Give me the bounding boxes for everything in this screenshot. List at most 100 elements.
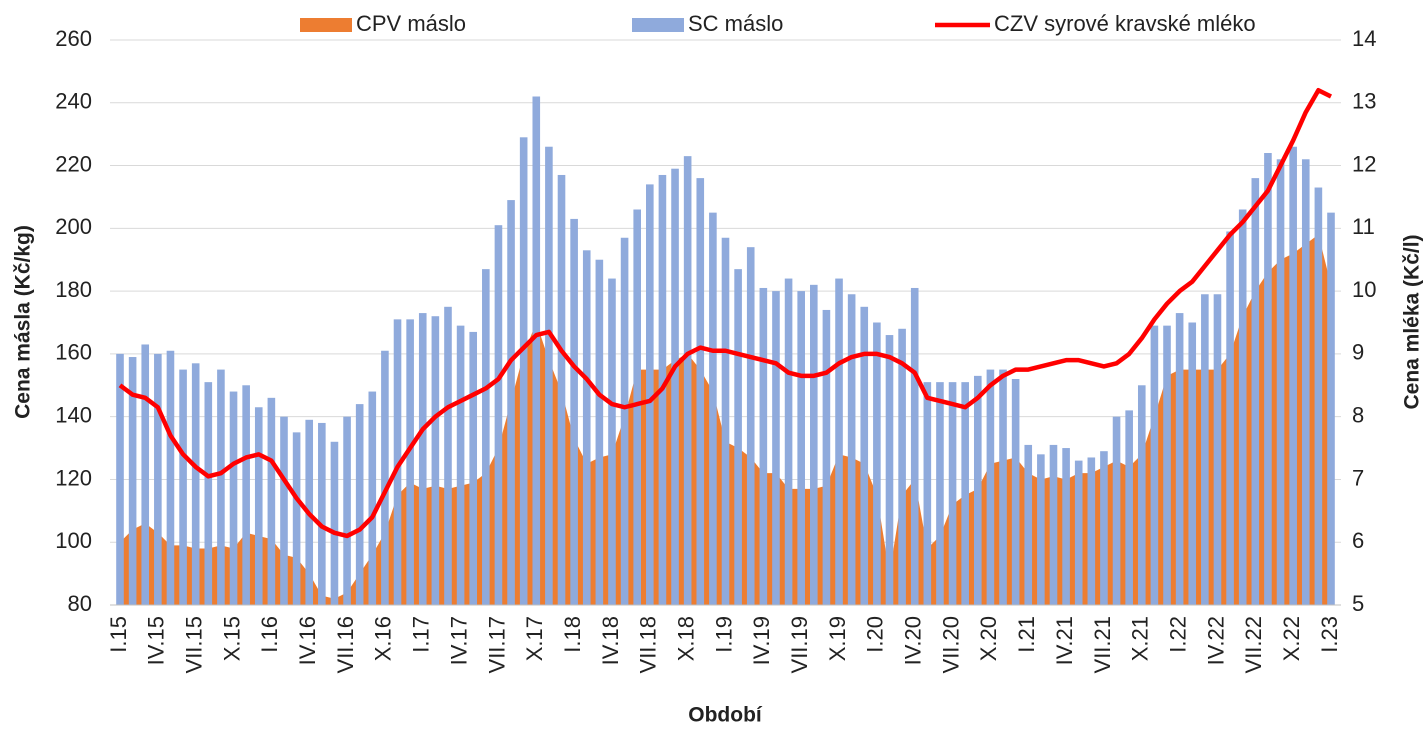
bar [545,146,553,605]
bar [166,350,175,605]
bar [242,385,250,605]
line [118,87,1333,539]
bar [822,309,831,605]
bar [191,363,200,605]
y-tick-label: 80 [68,591,92,616]
y2-tick-label: 13 [1352,89,1376,114]
bar [381,350,389,605]
bar [683,156,692,605]
bar [709,212,717,605]
bar [948,382,957,605]
y2-tick-label: 5 [1352,591,1364,616]
x-tick-label: VII.18 [636,616,661,673]
bar [116,353,124,605]
bar [835,278,843,605]
bar [318,422,326,605]
x-tick-label: IV.15 [144,616,169,665]
bar [179,369,187,605]
x-tick-label: VII.16 [333,616,358,673]
bar [532,96,541,605]
x-tick-label: IV.19 [749,616,774,665]
bar [608,278,616,605]
bar [696,178,705,605]
x-tick-label: IV.22 [1203,616,1228,665]
x-tick-label: IV.18 [598,616,623,665]
bar [595,259,604,605]
y-tick-label: 180 [55,277,92,302]
bar [406,319,414,605]
y2-tick-label: 14 [1352,26,1376,51]
bar [898,328,906,605]
x-tick-label: X.16 [371,616,396,661]
bar [229,391,238,605]
bar [1011,379,1020,605]
x-tick-label: X.21 [1128,616,1153,661]
x-tick-label: I.19 [711,616,736,653]
x-tick-label: X.19 [825,616,850,661]
x-tick-label: I.16 [257,616,282,653]
bar [128,357,137,605]
bar [1251,178,1260,605]
bar [1100,451,1108,605]
y2-axis-title: Cena mléka (Kč/l) [1401,234,1424,409]
bar [1062,448,1070,605]
legend-label: CZV syrové kravské mléko [994,11,1256,36]
bar [810,284,818,605]
y2-tick-label: 10 [1352,277,1376,302]
bar [746,247,755,605]
bar [633,209,641,605]
bar [393,319,402,605]
x-tick-label: VII.19 [787,616,812,673]
bar [734,269,742,605]
bar [910,287,919,605]
x-tick-label: VII.15 [182,616,207,673]
x-tick-label: IV.21 [1052,616,1077,665]
bar [431,316,440,605]
bar [885,335,894,605]
bar [141,344,150,605]
bar [860,306,869,605]
x-tick-label: X.18 [673,616,698,661]
bar [1074,460,1083,605]
y-tick-label: 260 [55,26,92,51]
y-tick-label: 160 [55,340,92,365]
bar [1238,209,1247,605]
legend-label: SC máslo [688,11,783,36]
bar [646,184,654,605]
bar [936,382,944,605]
bar [1201,294,1209,605]
bar [759,287,768,605]
x-tick-label: I.21 [1014,616,1039,653]
x-tick-label: I.17 [409,616,434,653]
bar [1226,231,1234,605]
y-tick-label: 100 [55,528,92,553]
bar [1213,294,1222,605]
bar [267,397,276,605]
x-tick-label: VII.22 [1241,616,1266,673]
bar [1137,385,1146,605]
bar [355,404,364,605]
y-tick-label: 220 [55,151,92,176]
bar [1314,187,1323,605]
bar [456,325,465,605]
bar [204,382,213,605]
x-tick-label: VII.21 [1090,616,1115,673]
bar [961,382,969,605]
x-tick-label: I.23 [1317,616,1342,653]
bar [418,313,427,605]
bar [1327,212,1335,605]
bar [784,278,793,605]
bar [620,237,629,605]
y-tick-label: 240 [55,89,92,114]
bar [482,269,490,605]
bar [507,200,515,606]
bar [873,322,881,605]
bar [1163,325,1171,605]
bar [1024,444,1033,605]
bar [1188,322,1197,605]
bar [1049,444,1058,605]
y-tick-label: 140 [55,402,92,427]
x-tick-label: X.15 [219,616,244,661]
x-tick-label: I.22 [1165,616,1190,653]
x-tick-label: I.20 [863,616,888,653]
